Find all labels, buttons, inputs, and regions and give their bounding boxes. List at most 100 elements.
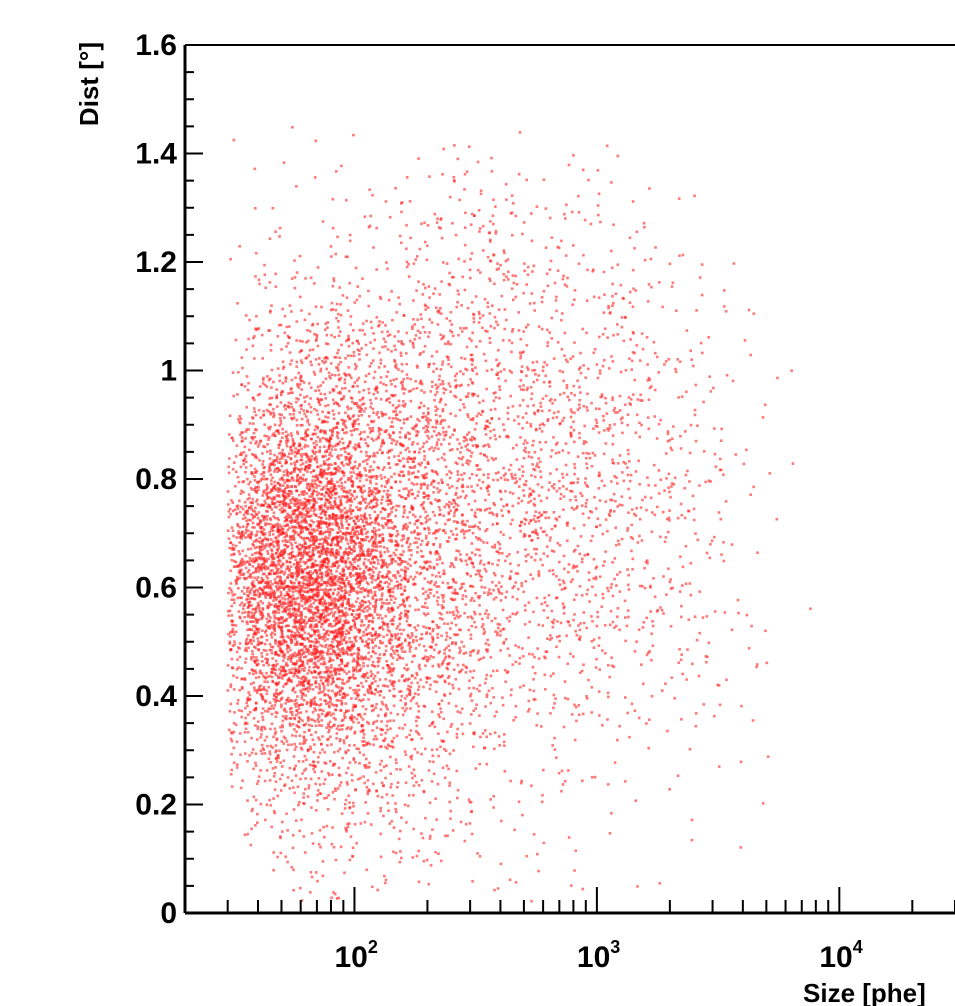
- scatter-point: [630, 702, 634, 706]
- scatter-point: [458, 646, 461, 650]
- scatter-point: [249, 597, 252, 600]
- scatter-point: [336, 749, 340, 753]
- scatter-point: [378, 320, 381, 323]
- scatter-point: [245, 637, 249, 641]
- scatter-point: [586, 588, 589, 592]
- scatter-point: [520, 779, 523, 783]
- scatter-point: [680, 395, 684, 398]
- scatter-point: [555, 635, 559, 639]
- scatter-point: [342, 580, 346, 583]
- scatter-point: [348, 239, 352, 243]
- scatter-point: [327, 559, 330, 563]
- scatter-point: [490, 417, 494, 420]
- scatter-point: [282, 659, 285, 662]
- scatter-point: [254, 671, 258, 675]
- scatter-point: [280, 773, 284, 777]
- scatter-point: [502, 474, 506, 477]
- scatter-point: [249, 547, 253, 551]
- scatter-point: [315, 409, 319, 412]
- scatter-point: [731, 379, 735, 383]
- scatter-point: [237, 371, 240, 374]
- scatter-point: [491, 687, 494, 690]
- scatter-point: [309, 777, 313, 781]
- scatter-point: [237, 587, 240, 590]
- scatter-point: [410, 771, 414, 775]
- scatter-point: [319, 703, 323, 706]
- scatter-point: [407, 472, 410, 476]
- scatter-point: [300, 703, 303, 706]
- scatter-point: [353, 823, 357, 826]
- scatter-point: [392, 587, 395, 590]
- scatter-point: [394, 634, 398, 638]
- scatter-point: [380, 598, 384, 601]
- scatter-point: [308, 423, 311, 426]
- scatter-point: [310, 724, 314, 728]
- scatter-point: [370, 326, 374, 330]
- scatter-point: [294, 819, 298, 822]
- scatter-point: [461, 597, 464, 601]
- scatter-point: [300, 515, 304, 519]
- scatter-point: [455, 606, 458, 609]
- scatter-point: [278, 560, 282, 563]
- scatter-point: [278, 699, 281, 703]
- scatter-point: [414, 596, 417, 599]
- scatter-point: [349, 315, 353, 318]
- scatter-point: [326, 808, 330, 811]
- scatter-point: [298, 560, 302, 563]
- scatter-point: [276, 549, 279, 552]
- scatter-point: [465, 461, 468, 465]
- scatter-point: [430, 435, 434, 438]
- scatter-point: [450, 585, 453, 589]
- scatter-point: [259, 565, 263, 568]
- scatter-point: [679, 434, 682, 438]
- scatter-point: [337, 724, 340, 728]
- scatter-point: [391, 682, 395, 685]
- scatter-point: [346, 664, 349, 668]
- scatter-point: [533, 497, 536, 501]
- scatter-point: [454, 502, 458, 506]
- scatter-point: [393, 472, 396, 476]
- scatter-point: [269, 452, 272, 455]
- scatter-point: [265, 543, 268, 546]
- scatter-point: [272, 599, 275, 603]
- scatter-point: [304, 429, 308, 433]
- scatter-point: [440, 593, 444, 597]
- scatter-point: [618, 454, 622, 457]
- scatter-point: [425, 658, 429, 662]
- scatter-point: [659, 478, 662, 481]
- scatter-point: [387, 526, 390, 530]
- scatter-point: [397, 459, 401, 462]
- scatter-point: [336, 566, 339, 570]
- scatter-point: [392, 649, 395, 653]
- scatter-point: [649, 257, 653, 261]
- scatter-point: [230, 604, 233, 608]
- scatter-point: [347, 457, 351, 461]
- scatter-point: [269, 411, 273, 414]
- scatter-point: [303, 655, 306, 659]
- scatter-point: [630, 359, 634, 363]
- scatter-point: [231, 529, 235, 532]
- scatter-point: [331, 398, 335, 402]
- scatter-point: [548, 385, 552, 388]
- scatter-point: [252, 431, 256, 435]
- scatter-point: [249, 559, 252, 562]
- scatter-point: [231, 543, 235, 547]
- scatter-point: [239, 534, 243, 538]
- scatter-point: [544, 516, 547, 520]
- scatter-point: [382, 784, 385, 787]
- scatter-point: [392, 850, 395, 854]
- scatter-point: [354, 419, 358, 423]
- scatter-point: [303, 396, 306, 399]
- scatter-point: [313, 632, 316, 636]
- scatter-point: [234, 624, 238, 627]
- scatter-point: [319, 522, 323, 526]
- scatter-point: [281, 596, 284, 600]
- scatter-point: [402, 560, 405, 563]
- scatter-point: [537, 623, 540, 627]
- scatter-point: [407, 262, 410, 266]
- scatter-point: [411, 426, 414, 430]
- scatter-point: [343, 582, 346, 586]
- scatter-point: [365, 785, 369, 789]
- scatter-point: [337, 525, 340, 529]
- scatter-point: [298, 801, 301, 804]
